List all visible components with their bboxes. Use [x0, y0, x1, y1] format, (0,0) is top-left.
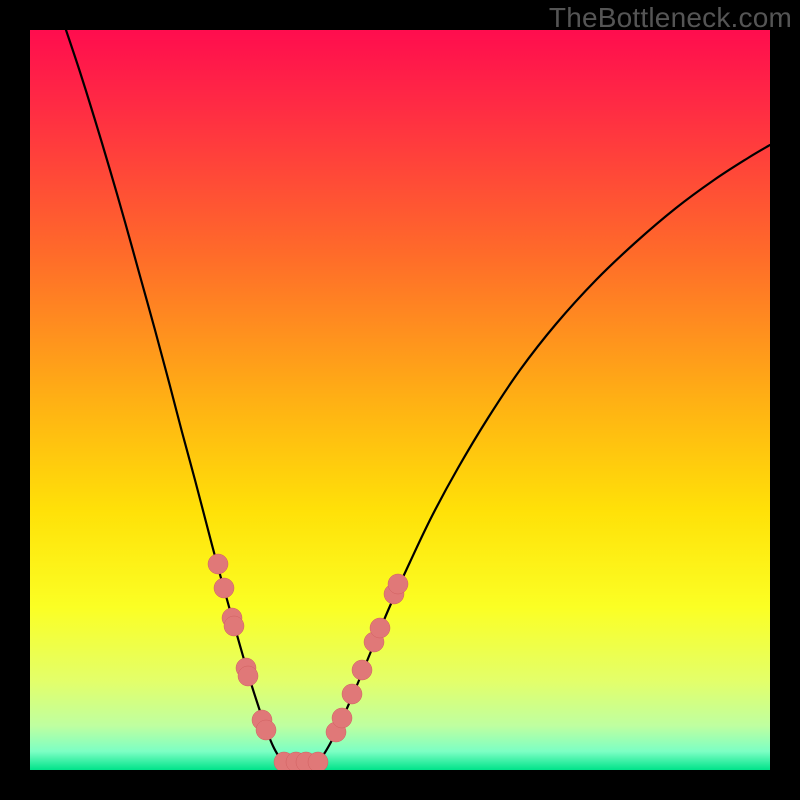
chart-container: TheBottleneck.com [0, 0, 800, 800]
watermark-text: TheBottleneck.com [549, 2, 792, 34]
marker-left [256, 720, 276, 740]
marker-left [224, 616, 244, 636]
marker-left [214, 578, 234, 598]
marker-right [370, 618, 390, 638]
bottleneck-curve-plot [0, 0, 800, 800]
marker-left [238, 666, 258, 686]
marker-right [342, 684, 362, 704]
marker-right [332, 708, 352, 728]
marker-valley [308, 752, 328, 772]
marker-left [208, 554, 228, 574]
marker-right [352, 660, 372, 680]
marker-right [388, 574, 408, 594]
